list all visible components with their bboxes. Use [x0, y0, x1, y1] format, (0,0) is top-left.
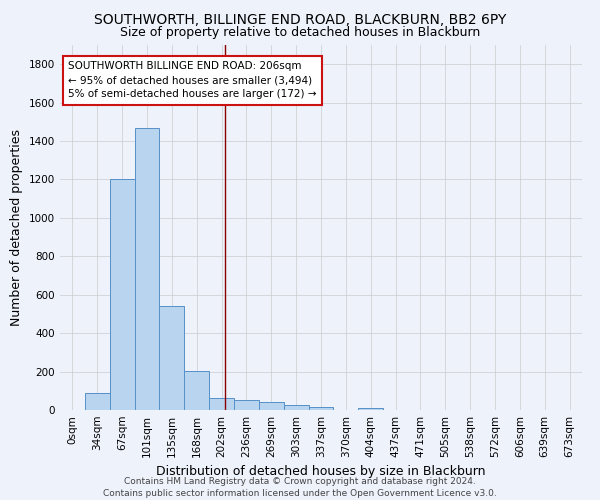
Bar	[134, 128, 160, 410]
Bar	[358, 408, 383, 410]
X-axis label: Distribution of detached houses by size in Blackburn: Distribution of detached houses by size …	[156, 466, 486, 478]
Bar	[308, 406, 334, 410]
Y-axis label: Number of detached properties: Number of detached properties	[10, 129, 23, 326]
Text: Size of property relative to detached houses in Blackburn: Size of property relative to detached ho…	[120, 26, 480, 39]
Bar	[259, 402, 284, 410]
Bar	[184, 370, 209, 410]
Bar	[85, 392, 110, 410]
Bar	[110, 180, 134, 410]
Bar	[284, 404, 308, 410]
Bar	[160, 306, 184, 410]
Text: SOUTHWORTH BILLINGE END ROAD: 206sqm
← 95% of detached houses are smaller (3,494: SOUTHWORTH BILLINGE END ROAD: 206sqm ← 9…	[68, 62, 316, 100]
Bar	[209, 398, 234, 410]
Text: Contains HM Land Registry data © Crown copyright and database right 2024.
Contai: Contains HM Land Registry data © Crown c…	[103, 476, 497, 498]
Text: SOUTHWORTH, BILLINGE END ROAD, BLACKBURN, BB2 6PY: SOUTHWORTH, BILLINGE END ROAD, BLACKBURN…	[94, 12, 506, 26]
Bar	[234, 400, 259, 410]
